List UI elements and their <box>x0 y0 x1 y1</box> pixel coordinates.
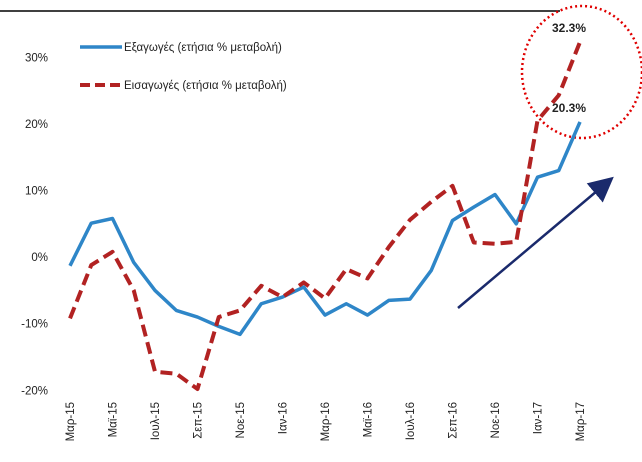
x-tick-label: Σεπ-16 <box>448 402 460 439</box>
legend-label: Εξαγωγές (ετήσια % μεταβολή) <box>124 42 282 54</box>
y-tick-label: 10% <box>25 186 48 198</box>
value-label: 20.3% <box>552 101 586 115</box>
x-tick-label: Μαρ-16 <box>320 402 332 441</box>
y-tick-label: 20% <box>25 119 48 131</box>
legend-label: Εισαγωγές (ετήσια % μεταβολή) <box>124 80 287 92</box>
x-tick-label: Ιουλ-16 <box>405 402 417 440</box>
x-tick-label: Σεπ-15 <box>193 402 205 439</box>
highlight-ellipse <box>520 4 642 140</box>
trend-arrow <box>457 176 614 309</box>
y-tick-label: -10% <box>21 319 48 331</box>
x-tick-label: Ιαν-16 <box>278 402 290 434</box>
x-tick-label: Μαρ-15 <box>65 402 77 441</box>
x-tick-label: Μαϊ-15 <box>108 402 120 437</box>
x-tick-label: Μαϊ-16 <box>363 402 375 437</box>
x-tick-label: Νοε-15 <box>235 402 247 438</box>
series-line <box>68 41 582 392</box>
value-label: 32.3% <box>552 21 586 35</box>
y-tick-label: 30% <box>25 52 48 64</box>
x-tick-label: Ιουλ-15 <box>150 402 162 440</box>
y-tick-label: 0% <box>31 252 48 264</box>
x-tick-label: Νοε-16 <box>490 402 502 438</box>
y-tick-label: -20% <box>21 385 48 397</box>
series-line <box>68 121 582 337</box>
x-tick-label: Μαρ-17 <box>575 402 587 441</box>
x-tick-label: Ιαν-17 <box>533 402 545 434</box>
